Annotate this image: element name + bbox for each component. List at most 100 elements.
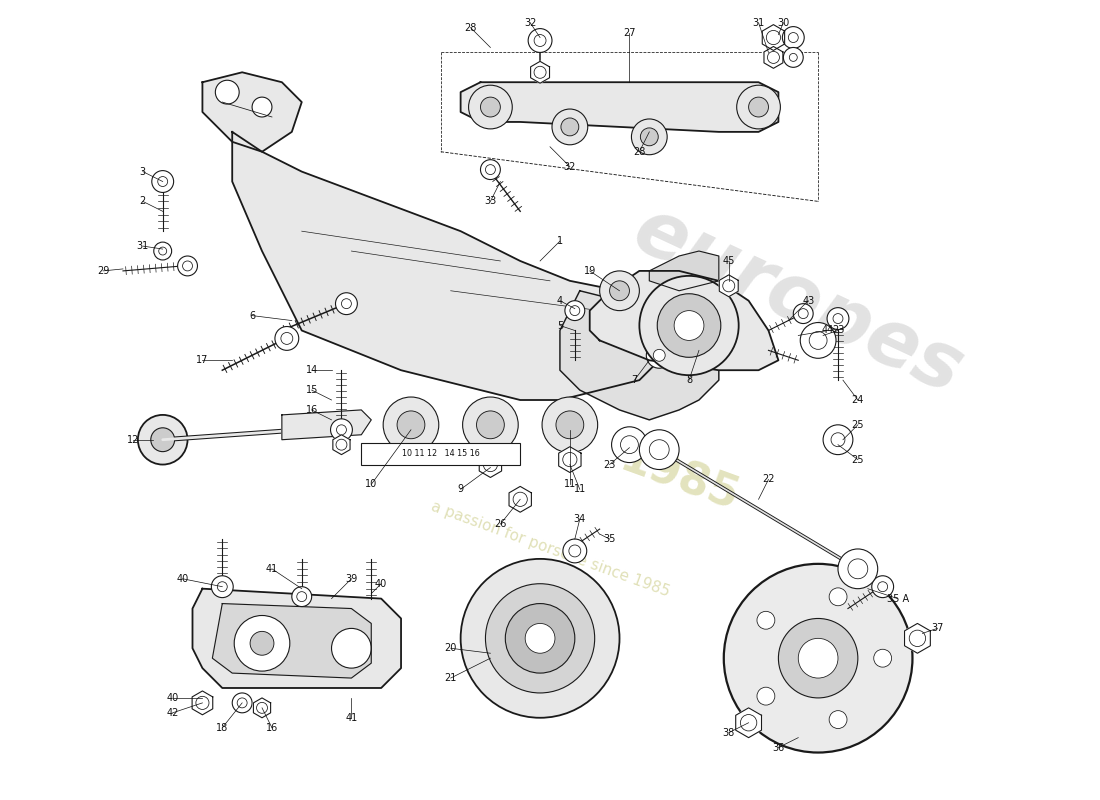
Circle shape [639, 276, 739, 375]
Circle shape [873, 650, 892, 667]
Polygon shape [736, 708, 761, 738]
Circle shape [833, 314, 843, 323]
Circle shape [793, 304, 813, 323]
Text: 39: 39 [345, 574, 358, 584]
Circle shape [297, 592, 307, 602]
Circle shape [563, 453, 578, 466]
Circle shape [612, 427, 647, 462]
Text: 4: 4 [557, 296, 563, 306]
Circle shape [827, 308, 849, 330]
Circle shape [829, 588, 847, 606]
Circle shape [871, 576, 893, 598]
Circle shape [256, 702, 267, 714]
Circle shape [177, 256, 198, 276]
Circle shape [620, 436, 638, 454]
Circle shape [154, 242, 172, 260]
Polygon shape [192, 691, 212, 714]
Circle shape [336, 439, 346, 450]
Circle shape [463, 397, 518, 453]
Text: 32: 32 [524, 18, 537, 28]
Circle shape [740, 714, 757, 731]
Circle shape [609, 281, 629, 301]
Text: 40: 40 [176, 574, 189, 584]
Text: 35: 35 [604, 534, 616, 544]
Circle shape [476, 411, 504, 438]
Circle shape [830, 433, 845, 446]
Text: 37: 37 [931, 623, 944, 634]
Text: 42: 42 [166, 708, 179, 718]
Circle shape [292, 586, 311, 606]
Circle shape [570, 306, 580, 315]
Circle shape [724, 564, 913, 753]
Polygon shape [232, 132, 679, 400]
Polygon shape [764, 46, 783, 68]
Polygon shape [559, 446, 581, 473]
Polygon shape [560, 290, 718, 420]
Circle shape [157, 177, 167, 186]
Circle shape [640, 128, 658, 146]
Circle shape [216, 80, 239, 104]
Circle shape [275, 326, 299, 350]
Text: 40: 40 [166, 693, 179, 703]
Circle shape [779, 618, 858, 698]
Circle shape [829, 710, 847, 729]
Circle shape [552, 109, 587, 145]
Text: 29: 29 [97, 266, 109, 276]
Circle shape [535, 34, 546, 46]
Text: 35 A: 35 A [887, 594, 909, 604]
Text: 19: 19 [584, 266, 596, 276]
Circle shape [799, 309, 808, 318]
Text: 21: 21 [444, 673, 456, 683]
Circle shape [848, 559, 868, 578]
Circle shape [801, 322, 836, 358]
Circle shape [535, 66, 546, 78]
Text: 18: 18 [217, 722, 229, 733]
Circle shape [218, 582, 228, 592]
Circle shape [768, 51, 780, 63]
Circle shape [838, 549, 878, 589]
Text: 30: 30 [778, 18, 790, 28]
Circle shape [767, 30, 781, 45]
Circle shape [341, 298, 351, 309]
Circle shape [799, 638, 838, 678]
Circle shape [639, 430, 679, 470]
Circle shape [647, 342, 672, 368]
Circle shape [232, 693, 252, 713]
Text: 12: 12 [126, 434, 139, 445]
Circle shape [250, 631, 274, 655]
Circle shape [152, 170, 174, 193]
Text: 40: 40 [375, 578, 387, 589]
Circle shape [723, 280, 735, 292]
Polygon shape [649, 251, 718, 290]
Polygon shape [253, 698, 271, 718]
Circle shape [749, 97, 769, 117]
Circle shape [737, 86, 780, 129]
Circle shape [183, 261, 192, 271]
Circle shape [674, 310, 704, 341]
Circle shape [238, 698, 248, 708]
Circle shape [513, 492, 527, 506]
Circle shape [694, 341, 704, 350]
Circle shape [151, 428, 175, 452]
Text: 7: 7 [631, 375, 638, 385]
Circle shape [469, 86, 513, 129]
Text: 8: 8 [686, 375, 692, 385]
Text: 11: 11 [563, 479, 576, 490]
Text: europes: europes [621, 191, 975, 410]
Polygon shape [333, 434, 350, 454]
Circle shape [330, 419, 352, 441]
Circle shape [336, 293, 358, 314]
Text: 41: 41 [266, 564, 278, 574]
Polygon shape [282, 410, 372, 440]
Text: 17: 17 [196, 355, 209, 366]
Text: 33: 33 [484, 196, 496, 206]
Circle shape [653, 350, 666, 362]
Circle shape [757, 687, 774, 705]
Circle shape [481, 97, 500, 117]
Text: 38: 38 [723, 728, 735, 738]
Circle shape [337, 425, 346, 434]
Text: 27: 27 [624, 27, 636, 38]
Text: 31: 31 [752, 18, 764, 28]
Polygon shape [719, 275, 738, 297]
Circle shape [556, 411, 584, 438]
